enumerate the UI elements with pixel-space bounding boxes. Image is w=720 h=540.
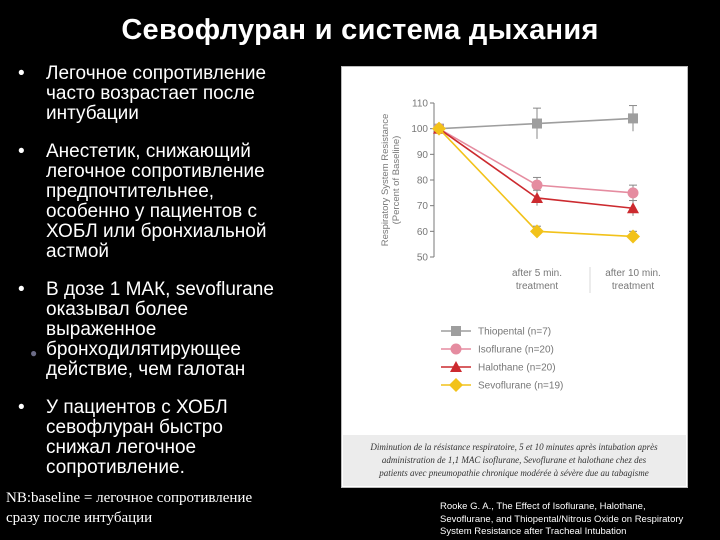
legend-label: Halothane (n=20) <box>478 363 556 374</box>
data-point <box>532 118 542 129</box>
bullet-line: снижал легочное <box>46 437 197 458</box>
y-tick-label: 70 <box>417 201 429 212</box>
bullet-line: интубации <box>46 103 139 124</box>
legend-marker <box>450 343 462 355</box>
legend-marker <box>449 378 463 392</box>
chart-figure: 50 60 70 80 90 100 110 Respiratory System Resis… <box>341 66 688 488</box>
slide-title: Севофлуран и система дыхания <box>121 14 599 46</box>
y-axis-label: Respiratory System Resistance(Percent of… <box>380 114 402 247</box>
y-tick-label: 50 <box>417 253 429 264</box>
bullet-line: предпочтительнее, <box>46 181 215 202</box>
y-tick-label: 60 <box>417 227 429 238</box>
bullet-dot: • <box>18 279 25 300</box>
data-point <box>432 121 446 136</box>
x-tick-label: after 5 min. <box>512 268 562 279</box>
data-point <box>531 191 543 203</box>
y-tick-label: 100 <box>411 124 428 135</box>
figure-caption-line: administration de 1,1 MAC isoflurane, Se… <box>382 455 647 465</box>
x-tick-label: treatment <box>612 281 654 292</box>
bullet-line: Легочное сопротивление <box>46 63 267 84</box>
y-tick-label: 80 <box>417 176 429 187</box>
bullet-line: астмой <box>46 241 110 262</box>
bullet-dot: • <box>18 397 25 418</box>
figure-caption-line: patients avec pneumopathie chronique mod… <box>378 468 649 478</box>
bullet-line: бронходилятирующее <box>46 339 241 360</box>
resistance-chart: 50 60 70 80 90 100 110 Respiratory System Resis… <box>343 99 686 486</box>
bullet-line: Анестетик, снижающий <box>46 141 251 162</box>
x-tick-label: treatment <box>516 281 558 292</box>
bullet-line: ХОБЛ или бронхиальной <box>46 221 267 242</box>
y-axis-label-line: Respiratory System Resistance <box>380 114 391 247</box>
bullet-dot: • <box>18 141 25 162</box>
bullet-line: часто возрастает после <box>46 83 255 104</box>
y-tick-label: 110 <box>412 99 428 110</box>
baseline-note: NB:baseline = легочное сопротивление сра… <box>6 488 326 528</box>
bullet-item: • У пациентов с ХОБЛ севофлуран быстро сниж… <box>12 398 322 478</box>
x-tick-label: after 10 min. <box>605 268 661 279</box>
bullet-item: • Легочное сопротивление часто возрастает … <box>12 64 322 124</box>
legend-label: Isoflurane (n=20) <box>478 345 554 356</box>
bullet-item: • В дозе 1 МАК, sevoflurane оказывал более… <box>12 280 322 380</box>
legend-marker <box>451 326 461 336</box>
y-tick-label: 90 <box>417 150 429 161</box>
y-axis-label-line: (Percent of Baseline) <box>391 136 402 225</box>
note-line: NB:baseline = легочное сопротивление <box>6 490 253 506</box>
data-point <box>626 229 640 244</box>
bullet-item: • Анестетик, снижающий легочное сопротивле… <box>12 142 322 262</box>
stray-bullet-dot: ● <box>30 346 38 360</box>
bullet-line: особенно у пациентов с <box>46 201 258 222</box>
legend-label: Thiopental (n=7) <box>478 327 551 338</box>
data-point <box>531 179 543 191</box>
data-point <box>627 187 639 199</box>
bullet-line: оказывал более <box>46 299 189 320</box>
bullet-line: легочное сопротивление <box>46 161 265 182</box>
bullet-line: сопротивление. <box>46 457 185 478</box>
data-point <box>627 202 639 214</box>
caption-box <box>343 435 686 486</box>
bullet-line: севофлуран быстро <box>46 417 223 438</box>
bullet-line: выраженное <box>46 319 157 340</box>
note-line: сразу после интубации <box>6 510 153 526</box>
citation-line: Sevoflurane, and Thiopental/Nitrous Oxid… <box>440 513 684 525</box>
bullet-line: У пациентов с ХОБЛ <box>46 397 228 418</box>
citation-line: Rooke G. A., The Effect of Isoflurane, H… <box>440 501 646 512</box>
legend-marker <box>450 361 462 372</box>
data-point <box>530 224 544 239</box>
bullet-line: В дозе 1 МАК, sevoflurane <box>46 279 274 300</box>
bullet-dot: • <box>18 63 25 84</box>
bullet-list: • Легочное сопротивление часто возрастает … <box>12 64 322 496</box>
citation-line: System Resistance after Tracheal Intubat… <box>440 526 627 537</box>
citation: Rooke G. A., The Effect of Isoflurane, H… <box>440 501 700 539</box>
figure-caption-line: Diminution de la résistance respiratoire… <box>369 442 658 452</box>
legend-label: Sevoflurane (n=19) <box>478 381 563 392</box>
data-point <box>628 113 638 124</box>
bullet-line: действие, чем галотан <box>46 359 246 380</box>
